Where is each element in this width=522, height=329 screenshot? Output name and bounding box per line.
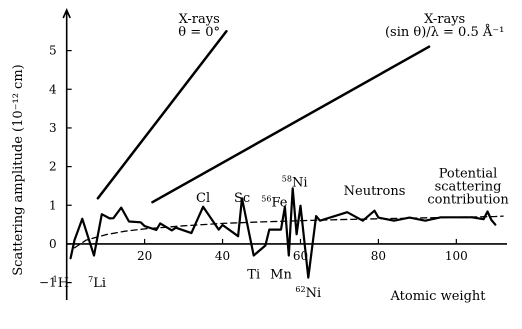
series-label-line: Neutrons — [344, 184, 406, 199]
series-label-xray05: X-rays (sin θ)/λ = 0.5 Å⁻¹ — [385, 12, 504, 40]
series-label-line: scattering — [435, 179, 502, 194]
series-label-line: Potential — [439, 166, 498, 181]
series-line-2 — [96, 30, 228, 200]
series-line-1 — [73, 215, 504, 249]
series-label-neutrons: Neutrons — [344, 184, 406, 199]
series-label-line: θ = 0° — [178, 25, 220, 40]
y-tick-label: 4 — [49, 82, 57, 96]
element-label-Ti: Ti — [247, 268, 260, 283]
y-tick-label: 5 — [49, 44, 57, 58]
axes: −1 0 1 2 3 4 5 20 40 60 80 100 — [39, 8, 507, 300]
element-symbol: Sc — [234, 191, 250, 206]
series-label-line: X-rays — [424, 12, 465, 27]
element-symbol: Ti — [247, 268, 260, 283]
element-mass-number: 56 — [261, 194, 271, 203]
x-tick-label: 60 — [293, 249, 308, 263]
y-axis-label: Scattering amplitude (10⁻¹² cm) — [11, 64, 26, 275]
element-symbol: Mn — [270, 268, 292, 283]
element-label-Ni58: 58Ni — [282, 174, 308, 190]
series-label-line: X-rays — [179, 12, 220, 27]
element-symbol: Ni — [292, 175, 308, 190]
element-mass-number: 1 — [53, 275, 58, 284]
element-label-Cl: Cl — [196, 191, 210, 206]
x-axis-label: Atomic weight — [389, 289, 486, 304]
element-symbol: Cl — [196, 191, 210, 206]
element-label-Fe: 56Fe — [261, 194, 287, 210]
series-label-potential: Potential scattering contribution — [427, 166, 509, 207]
element-label-Li: 7Li — [88, 275, 106, 291]
element-label-H: 1H — [53, 275, 69, 291]
labels-layer: X-rays θ = 0°X-rays (sin θ)/λ = 0.5 Å⁻¹Neu… — [53, 12, 510, 301]
element-symbol: Fe — [271, 195, 287, 210]
series-label-line: contribution — [427, 192, 509, 207]
x-tick-label: 80 — [371, 249, 386, 263]
element-label-Mn: Mn — [270, 268, 292, 283]
x-tick-label: 100 — [445, 249, 468, 263]
y-axis-arrow — [62, 8, 71, 19]
element-mass-number: 7 — [88, 275, 93, 284]
series-label-line: (sin θ)/λ = 0.5 Å⁻¹ — [385, 24, 504, 40]
element-label-Sc: Sc — [234, 191, 250, 206]
series-line-3 — [151, 45, 431, 204]
y-tick-label: 0 — [49, 237, 57, 251]
element-mass-number: 62 — [295, 285, 305, 294]
x-tick-label: 40 — [215, 249, 230, 263]
element-label-Ni62: 62Ni — [295, 285, 321, 301]
element-symbol: Li — [93, 276, 106, 291]
x-tick-label: 20 — [137, 249, 152, 263]
y-tick-label: −1 — [39, 276, 57, 290]
series-label-xray0: X-rays θ = 0° — [178, 12, 220, 40]
series-layer — [69, 30, 504, 279]
y-tick-label: 3 — [49, 121, 57, 135]
element-mass-number: 58 — [282, 174, 292, 183]
y-tick-label: 2 — [49, 160, 57, 174]
element-symbol: H — [58, 276, 69, 291]
y-tick-label: 1 — [49, 198, 57, 212]
element-symbol: Ni — [306, 286, 322, 301]
